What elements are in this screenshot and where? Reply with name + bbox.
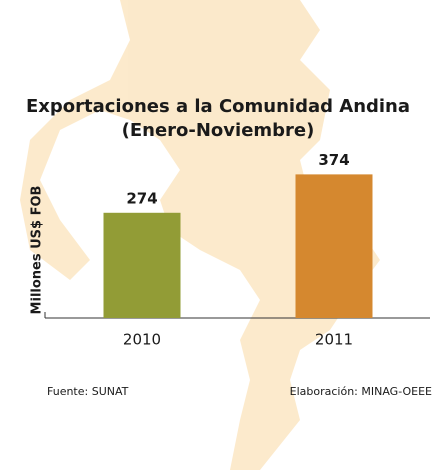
y-axis-label: Millones US$ FOB xyxy=(30,186,45,315)
value-label: 374 xyxy=(318,151,349,169)
credit: Elaboración: MINAG-OEEE xyxy=(290,385,432,398)
chart-title: Exportaciones a la Comunidad Andina xyxy=(26,96,410,117)
background-map xyxy=(20,0,380,470)
value-label: 274 xyxy=(126,189,157,207)
source: Fuente: SUNAT xyxy=(47,385,129,398)
bar xyxy=(295,174,373,318)
chart-subtitle: (Enero-Noviembre) xyxy=(122,120,315,141)
bar xyxy=(103,212,181,318)
x-tick-label: 2011 xyxy=(315,331,353,349)
x-tick-label: 2010 xyxy=(123,331,161,349)
